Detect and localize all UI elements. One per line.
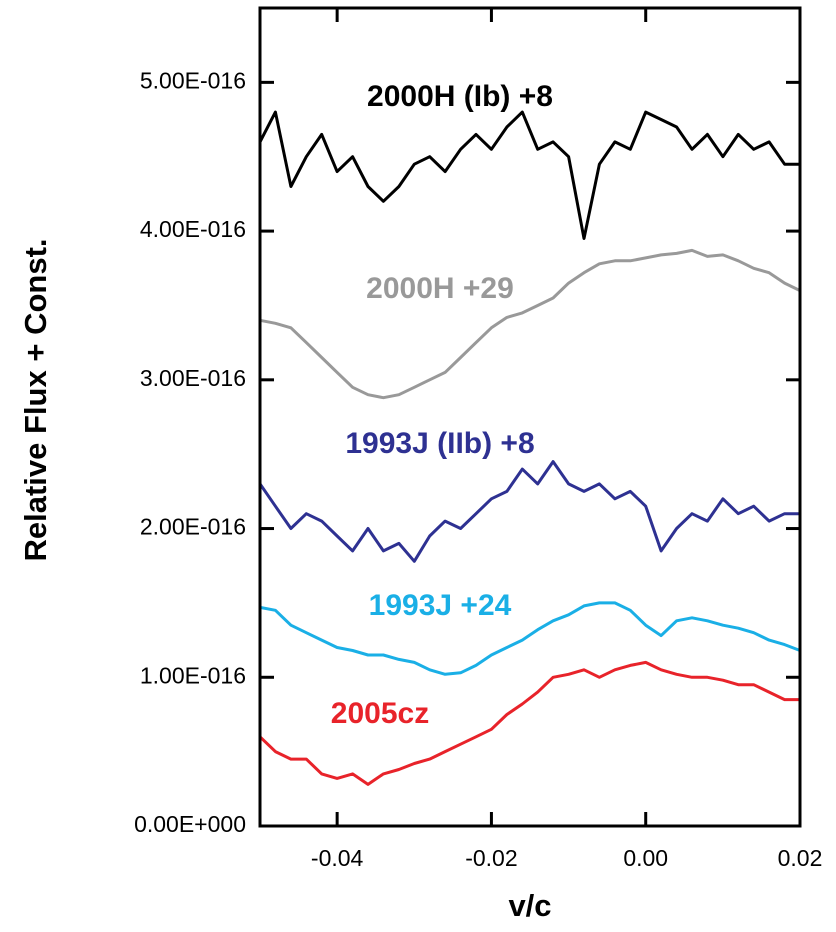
series-label: 2005cz	[331, 697, 429, 730]
y-tick-label: 5.00E-016	[140, 67, 246, 93]
series-line	[258, 460, 800, 563]
plot-frame	[258, 6, 802, 828]
series-label: 1993J +24	[369, 589, 512, 622]
y-axis-label: Relative Flux + Const.	[18, 238, 53, 561]
y-tick-label: 3.00E-016	[140, 365, 246, 391]
series-line	[259, 248, 801, 400]
series-label: 2000H (Ib) +8	[367, 80, 553, 113]
x-tick-label: -0.04	[311, 845, 364, 871]
y-tick-label: 1.00E-016	[140, 662, 246, 688]
x-axis-label: v/c	[508, 888, 551, 923]
series-line	[259, 601, 801, 676]
y-tick-label: 4.00E-016	[140, 216, 246, 242]
series-label: 1993J (IIb) +8	[345, 427, 534, 460]
series-label: 2000H +29	[366, 272, 514, 305]
x-tick-label: 0.00	[623, 845, 668, 871]
series-line	[258, 110, 800, 240]
x-tick-label: -0.02	[465, 845, 517, 871]
y-tick-label: 0.00E+000	[134, 811, 246, 837]
series-line	[258, 660, 800, 786]
x-tick-label: 0.02	[778, 845, 823, 871]
y-tick-label: 2.00E-016	[140, 514, 246, 540]
